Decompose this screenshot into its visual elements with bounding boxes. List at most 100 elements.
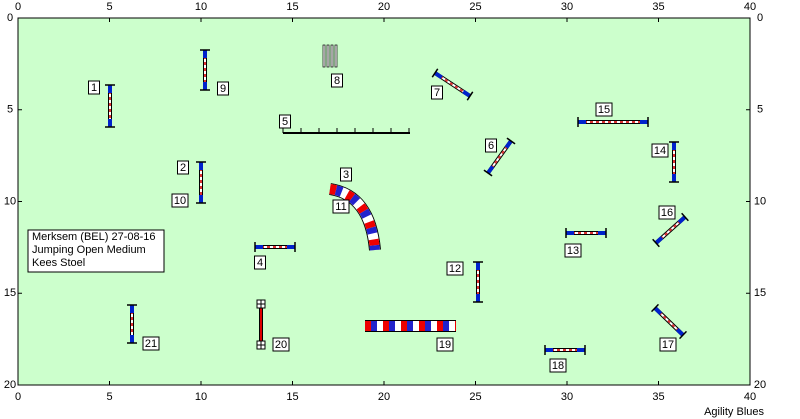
y-tick-label: 15	[4, 287, 16, 299]
label-box	[658, 205, 676, 220]
label-box	[549, 358, 567, 373]
obstacle-label: 8	[334, 75, 340, 87]
obstacle-label: 14	[654, 145, 666, 157]
obstacle-label: 6	[488, 140, 494, 152]
obstacle-label: 11	[335, 201, 346, 213]
y-tick-label: 0	[757, 12, 763, 24]
y-tick-label: 10	[4, 195, 16, 207]
obstacle-label: 1	[91, 82, 97, 94]
x-tick-label: 30	[561, 1, 573, 13]
y-tick-label: 5	[757, 104, 763, 116]
pole	[431, 68, 439, 78]
obstacle-label: 15	[598, 104, 610, 116]
jump	[544, 345, 586, 355]
y-tick-label: 10	[754, 195, 766, 207]
wing	[462, 89, 472, 98]
y-tick-label: 0	[7, 12, 13, 24]
obstacle-label: 12	[449, 263, 461, 275]
info-box: Merksem (BEL) 27-08-16 Jumping Open Medi…	[27, 229, 165, 273]
label-box	[332, 199, 350, 214]
obstacle-label: 10	[174, 195, 186, 207]
x-tick-label: 5	[106, 1, 112, 13]
jump	[127, 304, 137, 344]
pole	[678, 330, 688, 340]
wing	[675, 328, 685, 337]
x-tick-label: 0	[15, 391, 21, 403]
label-box	[331, 73, 343, 88]
obstacle-label: 19	[439, 339, 451, 351]
label-box	[485, 138, 497, 153]
jump	[431, 68, 474, 101]
wing	[653, 306, 663, 315]
jump	[565, 228, 607, 238]
wing	[677, 215, 687, 224]
wing	[486, 165, 495, 175]
jump	[473, 261, 483, 303]
x-tick-label: 15	[286, 391, 298, 403]
obstacle-label: 5	[282, 116, 288, 128]
pole	[652, 238, 660, 248]
tunnel-body	[328, 184, 380, 251]
label-box	[279, 114, 291, 129]
info-frame	[27, 229, 165, 273]
label-box	[659, 337, 677, 352]
pole	[650, 303, 660, 313]
obstacle-label: 17	[662, 339, 674, 351]
x-tick-label: 20	[378, 1, 390, 13]
x-tick-label: 20	[378, 391, 390, 403]
wing	[433, 71, 443, 80]
picket	[326, 44, 330, 68]
obstacle-label: 20	[275, 339, 287, 351]
x-tick-label: 10	[195, 391, 207, 403]
obstacle-label: 4	[257, 257, 263, 269]
y-tick-label: 20	[754, 379, 766, 391]
obstacle-label: 13	[567, 245, 579, 257]
label-box	[431, 85, 443, 100]
x-tick-label: 15	[286, 1, 298, 13]
wing	[654, 236, 664, 245]
jump	[669, 141, 679, 183]
label-box	[651, 143, 669, 158]
end-cross	[257, 341, 265, 349]
obstacle-label: 3	[343, 169, 349, 181]
label-box	[272, 337, 290, 352]
label-box	[564, 243, 582, 258]
info-line: Jumping Open Medium	[32, 244, 146, 256]
y-tick-label: 5	[7, 104, 13, 116]
label-box	[171, 193, 189, 208]
x-tick-label: 35	[652, 391, 664, 403]
end-cross	[257, 300, 265, 308]
tunnel-body	[328, 184, 380, 251]
y-tick-label: 15	[754, 287, 766, 299]
jump	[200, 49, 210, 91]
wing	[504, 139, 513, 149]
pole	[483, 169, 493, 177]
label-box	[595, 102, 613, 117]
tunnel	[328, 183, 381, 251]
jump	[483, 137, 516, 177]
picket	[334, 44, 338, 68]
obstacle-label: 21	[145, 338, 157, 350]
pole	[506, 137, 516, 145]
obstacle-label: 18	[552, 360, 564, 372]
jump	[577, 117, 649, 127]
picket	[330, 44, 334, 68]
pole	[466, 91, 474, 101]
x-tick-label: 25	[469, 391, 481, 403]
jump	[652, 212, 689, 248]
y-tick-label: 20	[4, 379, 16, 391]
pole	[681, 212, 689, 222]
x-tick-label: 10	[195, 1, 207, 13]
x-tick-label: 35	[652, 1, 664, 13]
label-box	[88, 80, 100, 95]
x-tick-label: 5	[106, 391, 112, 403]
obstacle-label: 7	[434, 87, 440, 99]
label-box	[142, 336, 160, 351]
obstacle-label: 9	[220, 83, 226, 95]
label-box	[436, 337, 454, 352]
obstacle-label: 16	[661, 207, 673, 219]
x-tick-label: 40	[744, 391, 756, 403]
label-box	[254, 255, 266, 270]
label-box	[177, 160, 189, 175]
